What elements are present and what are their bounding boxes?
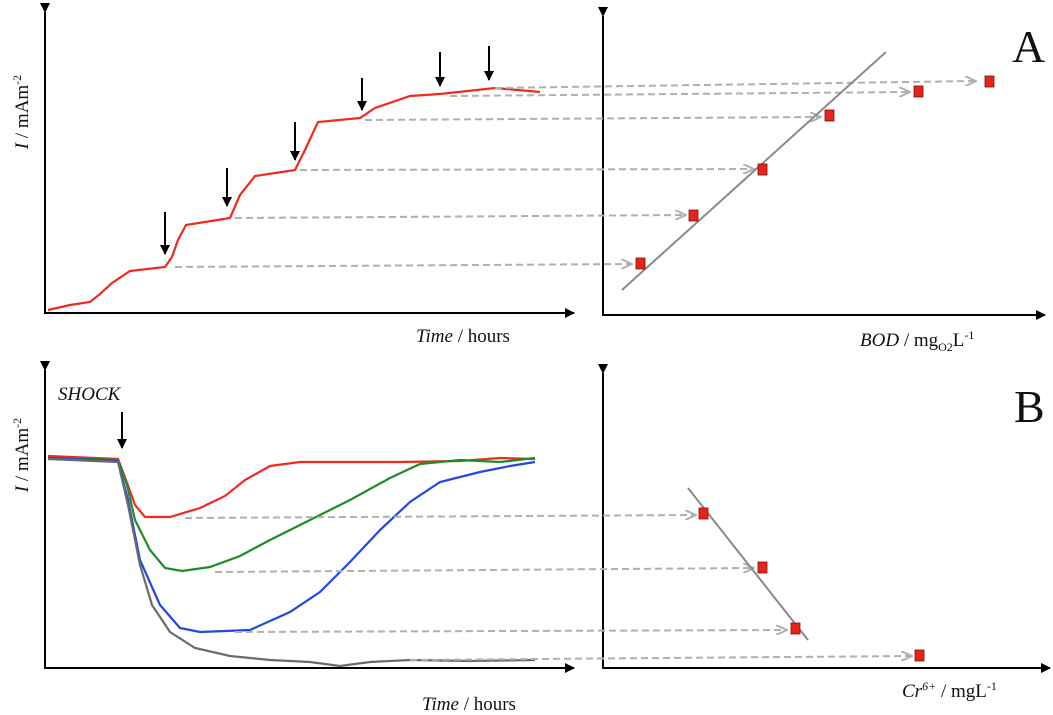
step-arrows: [160, 46, 494, 255]
shock-curves: [47, 454, 536, 668]
calibration-points: [635, 75, 995, 270]
x-axis-label: Time / hours: [416, 326, 510, 347]
annotation: SHOCK: [58, 384, 122, 405]
unit: / mgL: [936, 681, 987, 702]
symbol: Cr: [902, 681, 923, 702]
symbol: I: [12, 484, 33, 493]
panel-a-axes: [40, 3, 1046, 320]
superscript: -2: [10, 75, 24, 85]
unit: / mAm: [12, 428, 33, 486]
symbol: Time: [416, 326, 453, 347]
calibration-points: [698, 507, 925, 662]
projection-arrows: [184, 515, 912, 660]
x-axis-label: Time / hours: [422, 694, 516, 715]
symbol: Time: [422, 694, 459, 715]
superscript: -2: [10, 418, 24, 428]
superscript: -1: [964, 328, 974, 342]
panel-label: A: [1012, 21, 1045, 72]
unit: L: [953, 330, 965, 351]
unit: / hours: [453, 326, 510, 347]
current-curve: [47, 86, 541, 312]
y-axis-label: I / mAm-2: [10, 418, 33, 493]
calibration-line: [621, 51, 887, 291]
panel-b-axes: [40, 361, 1051, 673]
subscript: O2: [938, 340, 953, 354]
x-axis-label: BOD / mgO2L-1: [860, 328, 974, 354]
unit: / hours: [459, 694, 516, 715]
unit: / mg: [899, 330, 939, 351]
unit: / mAm: [12, 85, 33, 143]
symbol: BOD: [860, 330, 899, 351]
superscript: 6+: [922, 679, 936, 693]
superscript: -1: [987, 679, 997, 693]
panel-label: B: [1014, 381, 1045, 432]
x-axis-label: Cr6+ / mgL-1: [902, 679, 997, 702]
y-axis-label: I / mAm-2: [10, 75, 33, 150]
projection-arrows: [174, 81, 976, 267]
symbol: I: [12, 141, 33, 150]
